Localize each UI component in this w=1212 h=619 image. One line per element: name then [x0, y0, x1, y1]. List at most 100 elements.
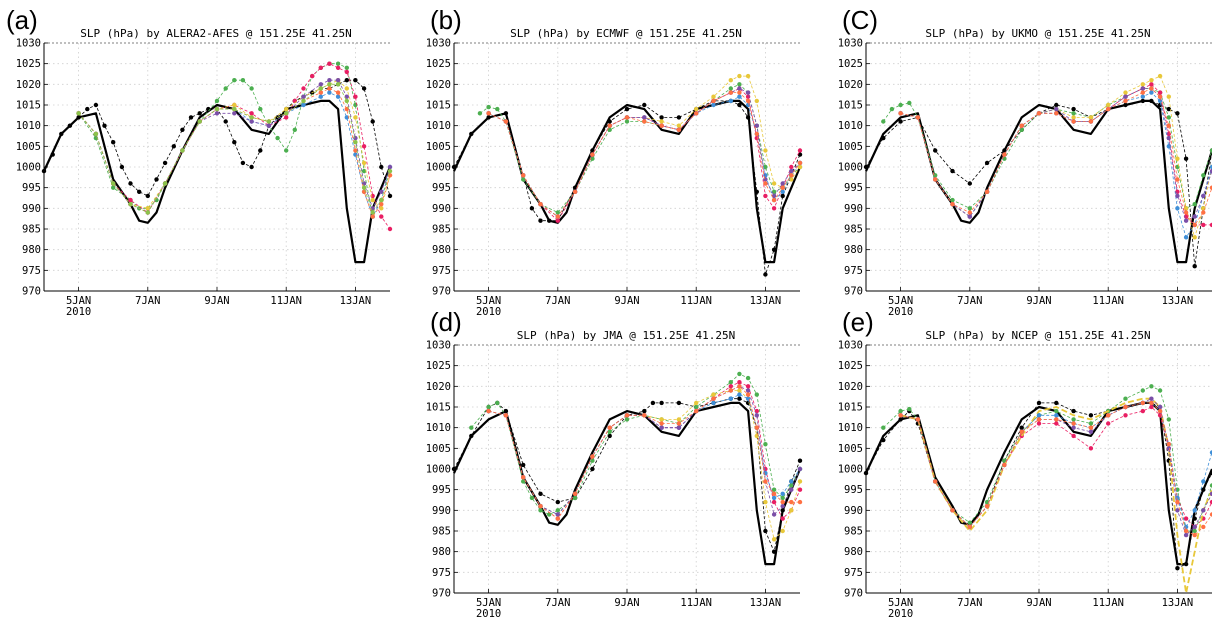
data-point — [1088, 115, 1094, 120]
data-point — [745, 392, 751, 397]
data-point — [763, 177, 768, 182]
data-point — [754, 123, 759, 128]
data-point — [763, 193, 768, 199]
data-point — [318, 86, 323, 91]
data-point — [379, 164, 384, 170]
data-point — [344, 86, 349, 91]
data-point — [711, 396, 716, 401]
data-point — [387, 164, 393, 170]
y-tick-label: 1025 — [16, 58, 41, 70]
data-point — [1036, 111, 1042, 116]
data-point — [1036, 400, 1042, 406]
data-point — [1106, 421, 1111, 426]
x-tick-label: 11JAN — [680, 597, 712, 609]
x-tick-sublabel: 2010 — [66, 306, 91, 318]
data-point — [780, 516, 785, 521]
data-point — [1149, 404, 1154, 410]
data-point — [1123, 413, 1128, 418]
data-point — [1209, 512, 1212, 517]
data-point — [223, 119, 228, 124]
x-tick-label: 11JAN — [1092, 597, 1124, 609]
data-point — [728, 90, 733, 95]
y-tick-label: 980 — [844, 546, 863, 558]
data-point — [711, 102, 716, 108]
data-point — [145, 210, 150, 215]
data-point — [915, 417, 921, 422]
y-tick-label: 1010 — [16, 120, 41, 132]
chart-title: SLP (hPa) by ECMWF @ 151.25E 41.25N — [510, 27, 742, 40]
data-point — [529, 206, 535, 211]
data-point — [521, 479, 526, 484]
data-point — [529, 495, 535, 501]
data-point — [1166, 123, 1171, 128]
y-tick-label: 980 — [432, 546, 451, 558]
y-tick-label: 1000 — [426, 162, 451, 174]
data-point — [933, 177, 938, 182]
data-point — [353, 140, 358, 145]
data-point — [495, 400, 500, 406]
data-point — [780, 189, 785, 194]
data-point — [907, 100, 912, 106]
data-point — [258, 106, 263, 112]
data-point — [659, 119, 664, 124]
data-point — [145, 206, 150, 211]
data-point — [745, 384, 751, 389]
data-point — [881, 135, 886, 141]
data-point — [128, 197, 133, 203]
data-point — [907, 406, 912, 412]
data-point — [1140, 388, 1145, 393]
data-point — [745, 98, 751, 104]
data-point — [1140, 400, 1145, 406]
x-tick-label: 9JAN — [1026, 295, 1051, 307]
data-point — [797, 164, 803, 170]
data-point — [327, 61, 332, 66]
data-point — [780, 181, 785, 186]
data-point — [521, 475, 526, 480]
series-line — [78, 79, 391, 210]
data-point — [1157, 102, 1163, 108]
y-tick-label: 1005 — [838, 141, 863, 153]
data-point — [1149, 82, 1154, 87]
data-point — [301, 98, 306, 104]
data-point — [387, 193, 393, 199]
data-point — [469, 425, 474, 430]
data-point — [1192, 524, 1197, 530]
data-point — [344, 65, 349, 70]
data-point — [128, 202, 133, 207]
data-point — [335, 65, 341, 70]
x-tick-label: 5JAN — [476, 295, 501, 307]
y-tick-label: 990 — [22, 203, 41, 215]
data-point — [789, 508, 794, 513]
data-point — [771, 193, 777, 199]
data-point — [607, 119, 612, 124]
y-tick-label: 1005 — [838, 443, 863, 455]
data-point — [607, 429, 612, 434]
data-point — [188, 115, 194, 120]
data-point — [1157, 404, 1163, 410]
data-point — [469, 131, 474, 137]
data-point — [555, 218, 560, 223]
data-point — [771, 499, 777, 505]
data-point — [249, 115, 254, 120]
data-point — [1002, 148, 1007, 153]
x-tick-label: 13JAN — [1162, 597, 1194, 609]
y-tick-label: 980 — [432, 244, 451, 256]
data-point — [1175, 508, 1180, 513]
data-point — [1088, 446, 1094, 451]
data-point — [797, 160, 803, 166]
data-point — [555, 499, 560, 505]
y-tick-label: 985 — [432, 526, 451, 538]
data-point — [284, 111, 289, 116]
data-point — [486, 111, 491, 116]
data-point — [737, 380, 742, 385]
y-tick-label: 975 — [844, 265, 863, 277]
data-point — [1088, 429, 1094, 434]
data-point — [503, 111, 509, 116]
x-tick-label: 5JAN — [66, 295, 91, 307]
data-point — [249, 111, 254, 116]
data-point — [1123, 102, 1128, 108]
data-point — [780, 528, 785, 534]
data-point — [797, 487, 803, 492]
data-point — [642, 115, 647, 120]
